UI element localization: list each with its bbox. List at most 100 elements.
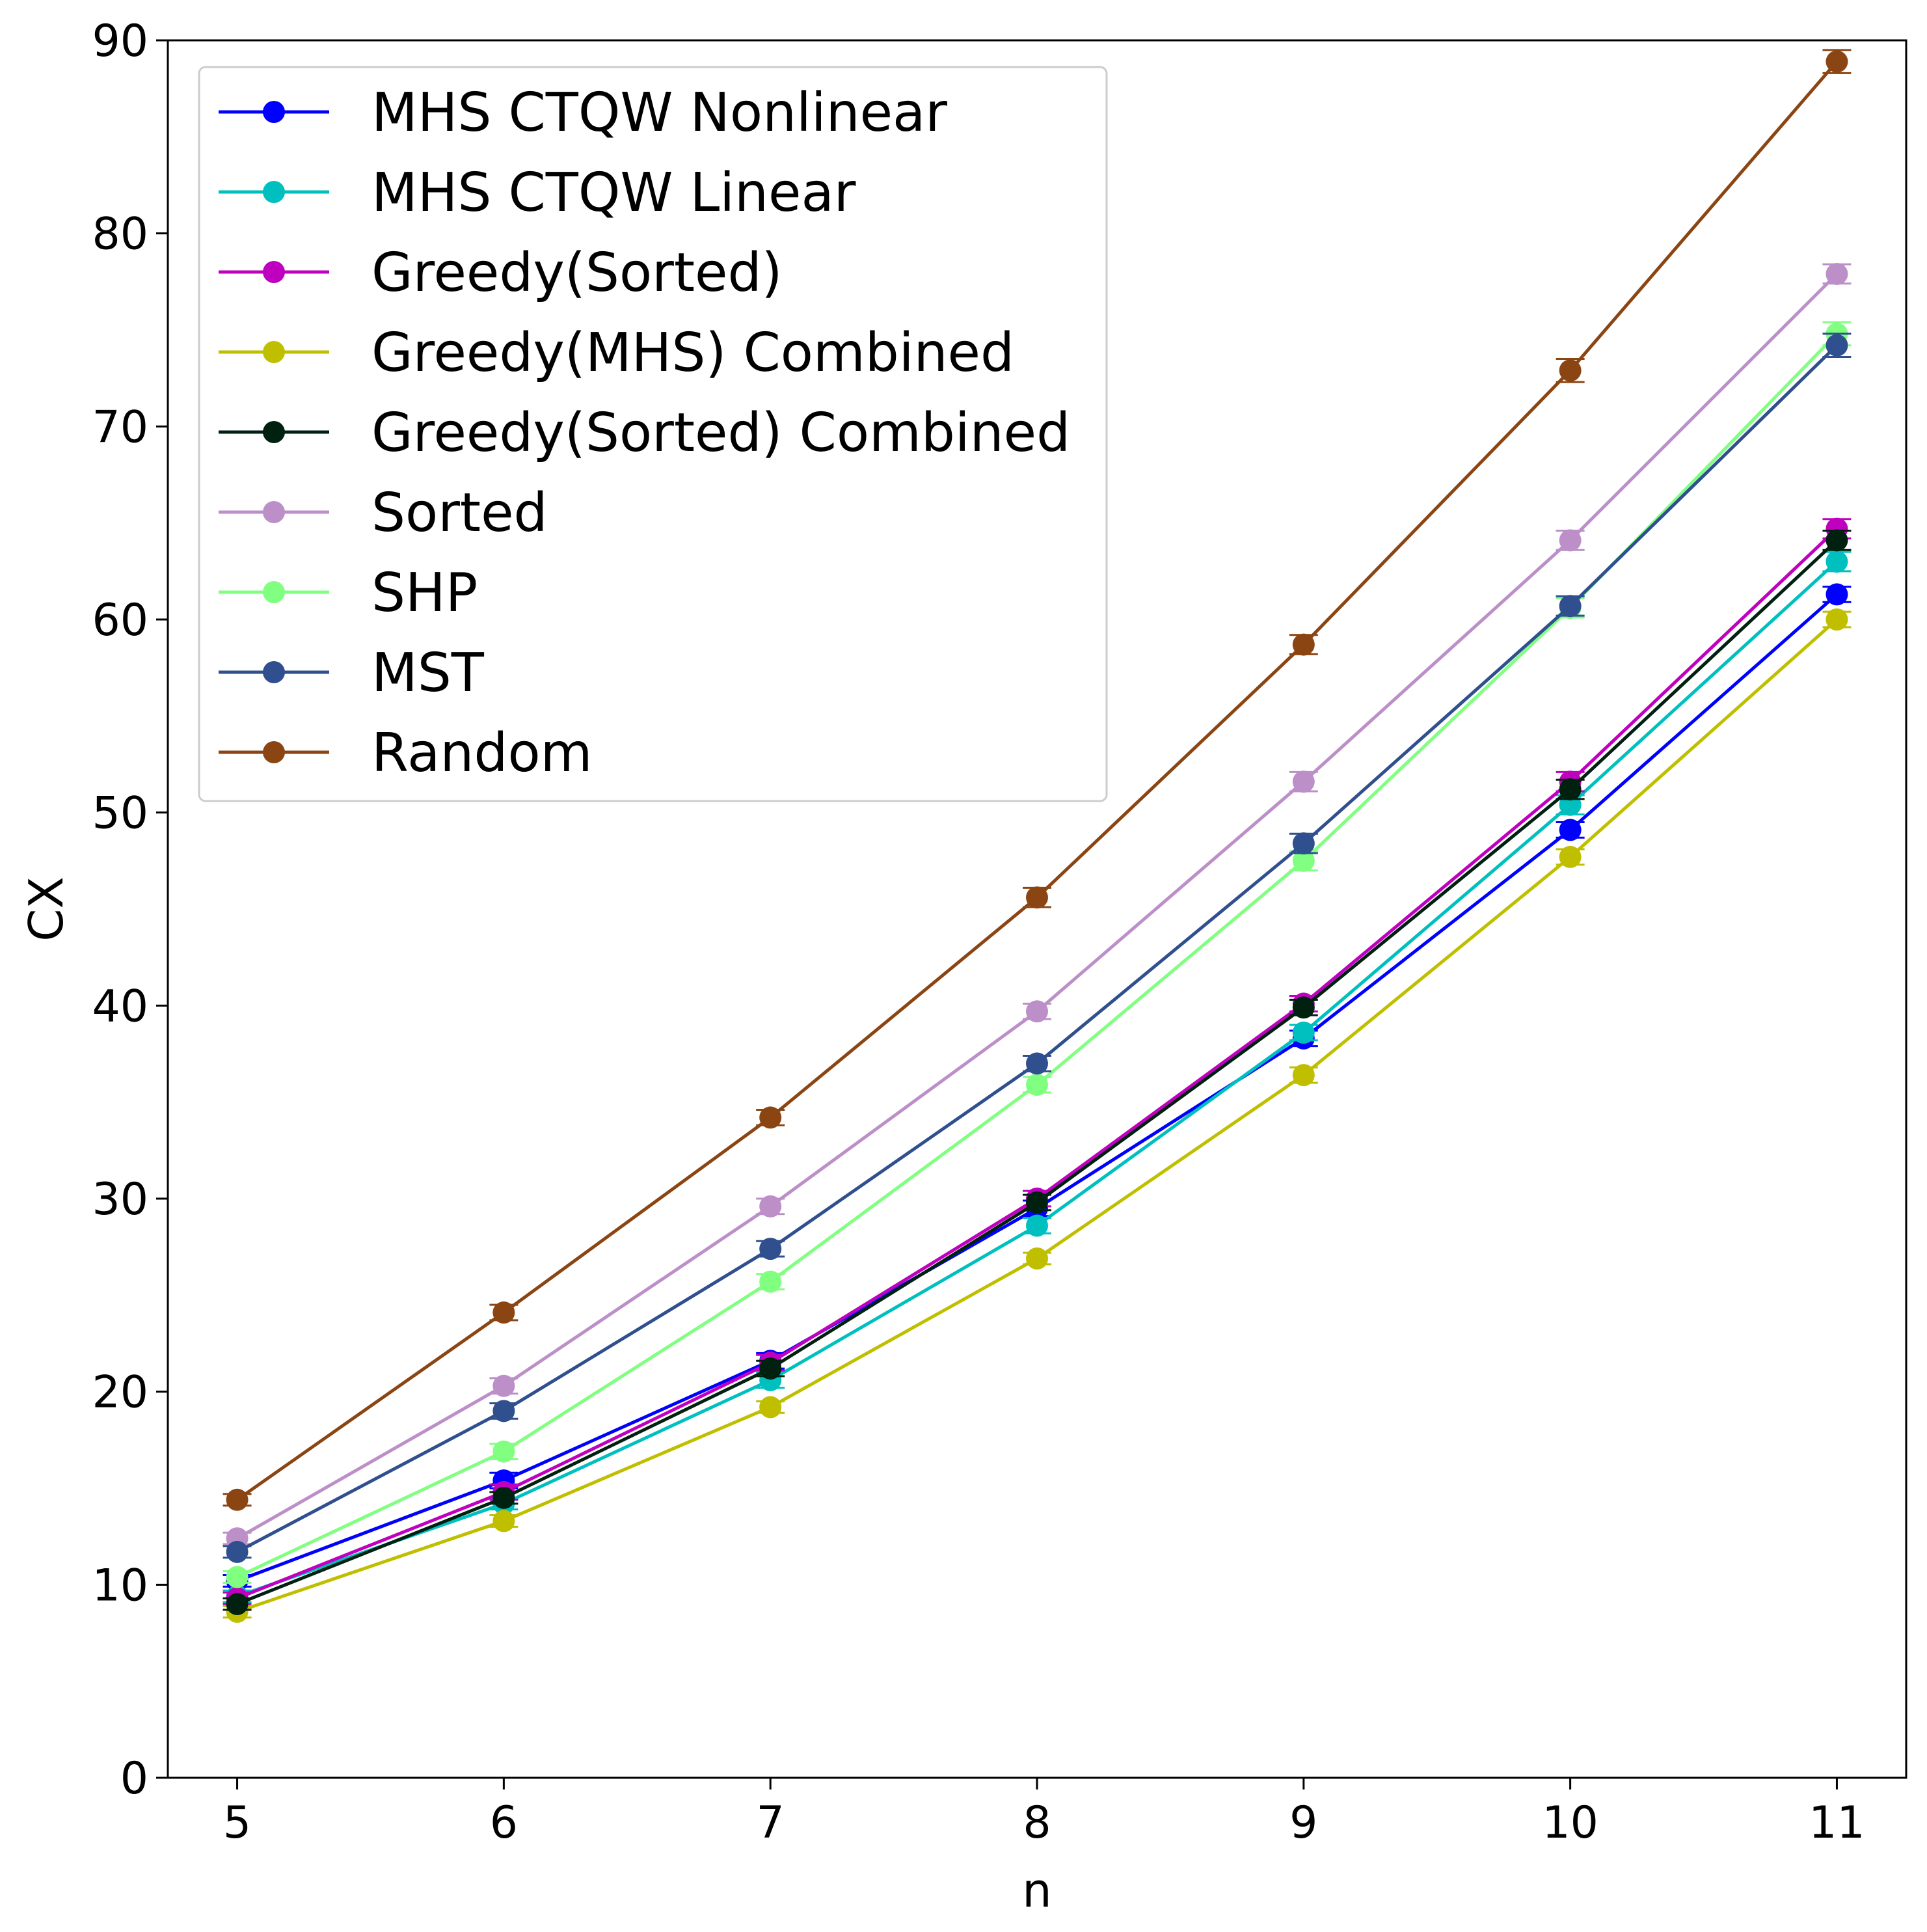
legend: MHS CTQW Nonlinear MHS CTQW Linear Greedy(… [198,66,1108,802]
data-point [1026,1000,1048,1023]
legend-marker [263,421,285,443]
data-point [1826,551,1848,573]
plot-frame [167,39,1907,1779]
legend-marker [263,501,285,523]
legend-item: MST [219,642,485,704]
legend-marker [263,181,285,203]
legend-item: Greedy(Sorted) Combined [219,402,1070,464]
y-tick-label: 90 [92,16,148,67]
legend-label: MHS CTQW Linear [371,162,856,224]
data-point [1292,770,1315,793]
x-tick-label: 11 [1809,1797,1865,1849]
data-point [226,1566,249,1588]
y-tick-label: 80 [92,209,148,260]
legend-label: MST [371,642,485,704]
legend-marker [263,261,285,283]
data-point [759,1106,782,1129]
y-tick-label: 50 [92,788,148,839]
plot-area [222,49,1852,1623]
x-tick-label: 5 [223,1797,251,1849]
data-point [1559,845,1582,868]
data-point [1826,334,1848,357]
data-point [1559,778,1582,801]
data-point [1292,1064,1315,1087]
legend-marker [263,101,285,123]
data-point [492,1486,515,1509]
legend-label: MHS CTQW Nonlinear [371,82,947,144]
data-point [1826,262,1848,285]
legend-label: SHP [371,562,478,624]
legend-box [198,66,1108,802]
data-point [226,1488,249,1511]
legend-item: Greedy(MHS) Combined [219,322,1014,384]
data-point [1559,529,1582,552]
legend-label: Greedy(Sorted) Combined [371,402,1070,464]
legend-item: Greedy(Sorted) [219,242,783,304]
data-point [1292,849,1315,872]
data-point [1292,832,1315,855]
x-tick-label: 8 [1023,1797,1051,1849]
legend-item: MHS CTQW Nonlinear [219,82,947,144]
y-tick-label: 10 [92,1560,148,1611]
y-tick-label: 40 [92,981,148,1032]
data-point [1559,819,1582,841]
data-point [1826,608,1848,631]
legend-marker [263,581,285,603]
data-point [492,1440,515,1463]
y-tick-label: 60 [92,595,148,646]
series [222,333,1852,1563]
legend-item: MHS CTQW Linear [219,162,856,224]
y-tick-label: 20 [92,1367,148,1419]
y-axis-label: CX [19,877,74,942]
data-point [759,1357,782,1380]
data-point [492,1510,515,1532]
data-point [1559,595,1582,618]
data-point [492,1301,515,1324]
data-point [1826,583,1848,606]
x-tick-label: 6 [490,1797,518,1849]
y-tick-label: 70 [92,401,148,453]
data-point [759,1238,782,1260]
data-point [1559,359,1582,382]
data-point [1826,529,1848,552]
data-point [1292,1021,1315,1044]
data-point [492,1400,515,1422]
legend-label: Random [371,722,593,784]
series [222,262,1852,1550]
x-tick-label: 10 [1542,1797,1598,1849]
data-point [1026,1073,1048,1096]
y-tick-label: 30 [92,1174,148,1225]
legend-label: Sorted [371,482,548,544]
data-point [1826,50,1848,73]
legend-item: Sorted [219,482,548,544]
series [222,529,1852,1615]
x-axis-label: n [1022,1863,1052,1918]
data-point [1026,1191,1048,1214]
data-point [759,1270,782,1293]
legend-marker [263,341,285,363]
legend-label: Greedy(Sorted) [371,242,783,304]
data-point [1026,886,1048,909]
data-point [1026,1214,1048,1237]
data-point [1026,1247,1048,1270]
legend-marker [263,661,285,683]
x-axis: 5 6 7 8 9 10 11 [223,1778,1865,1849]
y-axis: 0 10 20 30 40 50 60 70 80 90 [92,16,168,1804]
series [222,608,1852,1623]
data-point [226,1593,249,1615]
data-point [759,1396,782,1419]
x-tick-label: 9 [1289,1797,1317,1849]
series [222,49,1852,1511]
data-point [1292,633,1315,656]
x-tick-label: 7 [757,1797,785,1849]
data-point [1026,1052,1048,1075]
data-point [759,1195,782,1218]
data-point [492,1374,515,1397]
legend-item: Random [219,722,593,784]
y-tick-label: 0 [120,1753,148,1804]
legend-item: SHP [219,562,478,624]
legend-label: Greedy(MHS) Combined [371,322,1014,384]
data-point [226,1540,249,1563]
legend-marker [263,741,285,763]
